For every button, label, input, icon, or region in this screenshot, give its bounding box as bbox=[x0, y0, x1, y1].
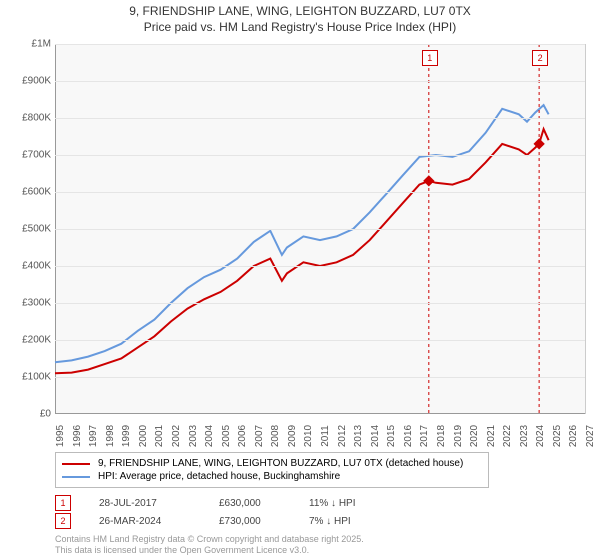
x-tick-label: 2023 bbox=[519, 425, 530, 447]
y-axis: £0£100K£200K£300K£400K£500K£600K£700K£80… bbox=[0, 44, 55, 414]
gridline bbox=[55, 377, 585, 378]
x-tick-label: 2011 bbox=[320, 425, 331, 447]
y-tick-label: £800K bbox=[22, 113, 51, 124]
gridline bbox=[55, 44, 585, 45]
x-tick-label: 2021 bbox=[486, 425, 497, 447]
sales-table: 1 28-JUL-2017£630,00011% ↓ HPI 2 26-MAR-202… bbox=[55, 494, 399, 530]
x-tick-label: 2001 bbox=[154, 425, 165, 447]
x-tick-label: 2004 bbox=[204, 425, 215, 447]
legend-swatch bbox=[62, 476, 90, 478]
x-tick-label: 2007 bbox=[254, 425, 265, 447]
x-tick-label: 1995 bbox=[55, 425, 66, 447]
legend-label: 9, FRIENDSHIP LANE, WING, LEIGHTON BUZZA… bbox=[98, 458, 463, 469]
gridline bbox=[55, 266, 585, 267]
sale-row: 2 26-MAR-2024£730,0007% ↓ HPI bbox=[55, 512, 399, 530]
sale-marker-label: 2 bbox=[532, 50, 548, 66]
y-tick-label: £300K bbox=[22, 298, 51, 309]
legend-item: HPI: Average price, detached house, Buck… bbox=[62, 470, 482, 483]
x-tick-label: 2006 bbox=[237, 425, 248, 447]
x-tick-label: 2013 bbox=[353, 425, 364, 447]
sale-marker-point bbox=[423, 175, 434, 186]
y-tick-label: £1M bbox=[32, 39, 51, 50]
x-tick-label: 2022 bbox=[502, 425, 513, 447]
chart-title: 9, FRIENDSHIP LANE, WING, LEIGHTON BUZZA… bbox=[0, 0, 600, 35]
x-tick-label: 1997 bbox=[88, 425, 99, 447]
gridline bbox=[55, 340, 585, 341]
sale-diff: 11% ↓ HPI bbox=[309, 498, 399, 509]
x-tick-label: 2002 bbox=[171, 425, 182, 447]
x-tick-label: 2000 bbox=[138, 425, 149, 447]
x-tick-label: 2009 bbox=[287, 425, 298, 447]
sale-id-box: 2 bbox=[55, 513, 71, 529]
y-tick-label: £500K bbox=[22, 224, 51, 235]
x-tick-label: 2027 bbox=[585, 425, 596, 447]
gridline bbox=[55, 303, 585, 304]
x-tick-label: 2010 bbox=[303, 425, 314, 447]
gridline bbox=[55, 155, 585, 156]
sale-diff: 7% ↓ HPI bbox=[309, 516, 399, 527]
x-tick-label: 2008 bbox=[270, 425, 281, 447]
y-tick-label: £600K bbox=[22, 187, 51, 198]
y-tick-label: £100K bbox=[22, 372, 51, 383]
y-tick-label: £400K bbox=[22, 261, 51, 272]
gridline bbox=[55, 229, 585, 230]
x-tick-label: 2017 bbox=[419, 425, 430, 447]
footer-attribution: Contains HM Land Registry data © Crown c… bbox=[55, 534, 364, 556]
x-tick-label: 2016 bbox=[403, 425, 414, 447]
footer-line-2: This data is licensed under the Open Gov… bbox=[55, 545, 364, 556]
plot-area bbox=[55, 44, 586, 414]
series-hpi bbox=[55, 105, 549, 362]
gridline bbox=[55, 81, 585, 82]
x-tick-label: 1996 bbox=[72, 425, 83, 447]
y-tick-label: £900K bbox=[22, 76, 51, 87]
gridline bbox=[55, 118, 585, 119]
x-tick-label: 2014 bbox=[370, 425, 381, 447]
x-tick-label: 1999 bbox=[121, 425, 132, 447]
x-tick-label: 2015 bbox=[386, 425, 397, 447]
sale-marker-label: 1 bbox=[422, 50, 438, 66]
x-tick-label: 2012 bbox=[337, 425, 348, 447]
sale-id-box: 1 bbox=[55, 495, 71, 511]
legend-label: HPI: Average price, detached house, Buck… bbox=[98, 471, 340, 482]
y-tick-label: £700K bbox=[22, 150, 51, 161]
sale-date: 28-JUL-2017 bbox=[99, 498, 219, 509]
legend-swatch bbox=[62, 463, 90, 465]
x-tick-label: 2019 bbox=[453, 425, 464, 447]
footer-line-1: Contains HM Land Registry data © Crown c… bbox=[55, 534, 364, 545]
x-tick-label: 2025 bbox=[552, 425, 563, 447]
sale-price: £630,000 bbox=[219, 498, 309, 509]
x-tick-label: 2020 bbox=[469, 425, 480, 447]
chart-container: 9, FRIENDSHIP LANE, WING, LEIGHTON BUZZA… bbox=[0, 0, 600, 560]
x-tick-label: 2018 bbox=[436, 425, 447, 447]
x-tick-label: 2005 bbox=[221, 425, 232, 447]
gridline bbox=[55, 192, 585, 193]
sale-price: £730,000 bbox=[219, 516, 309, 527]
y-tick-label: £200K bbox=[22, 335, 51, 346]
y-tick-label: £0 bbox=[40, 409, 51, 420]
x-tick-label: 2024 bbox=[535, 425, 546, 447]
sale-date: 26-MAR-2024 bbox=[99, 516, 219, 527]
sale-row: 1 28-JUL-2017£630,00011% ↓ HPI bbox=[55, 494, 399, 512]
x-tick-label: 1998 bbox=[105, 425, 116, 447]
legend-item: 9, FRIENDSHIP LANE, WING, LEIGHTON BUZZA… bbox=[62, 457, 482, 470]
title-line-2: Price paid vs. HM Land Registry's House … bbox=[0, 20, 600, 36]
x-tick-label: 2026 bbox=[568, 425, 579, 447]
x-axis: 1995 1996 1997 1998 1999 2000 2001 2002 2003 2004… bbox=[55, 414, 585, 444]
x-tick-label: 2003 bbox=[188, 425, 199, 447]
title-line-1: 9, FRIENDSHIP LANE, WING, LEIGHTON BUZZA… bbox=[0, 4, 600, 20]
legend: 9, FRIENDSHIP LANE, WING, LEIGHTON BUZZA… bbox=[55, 452, 489, 488]
